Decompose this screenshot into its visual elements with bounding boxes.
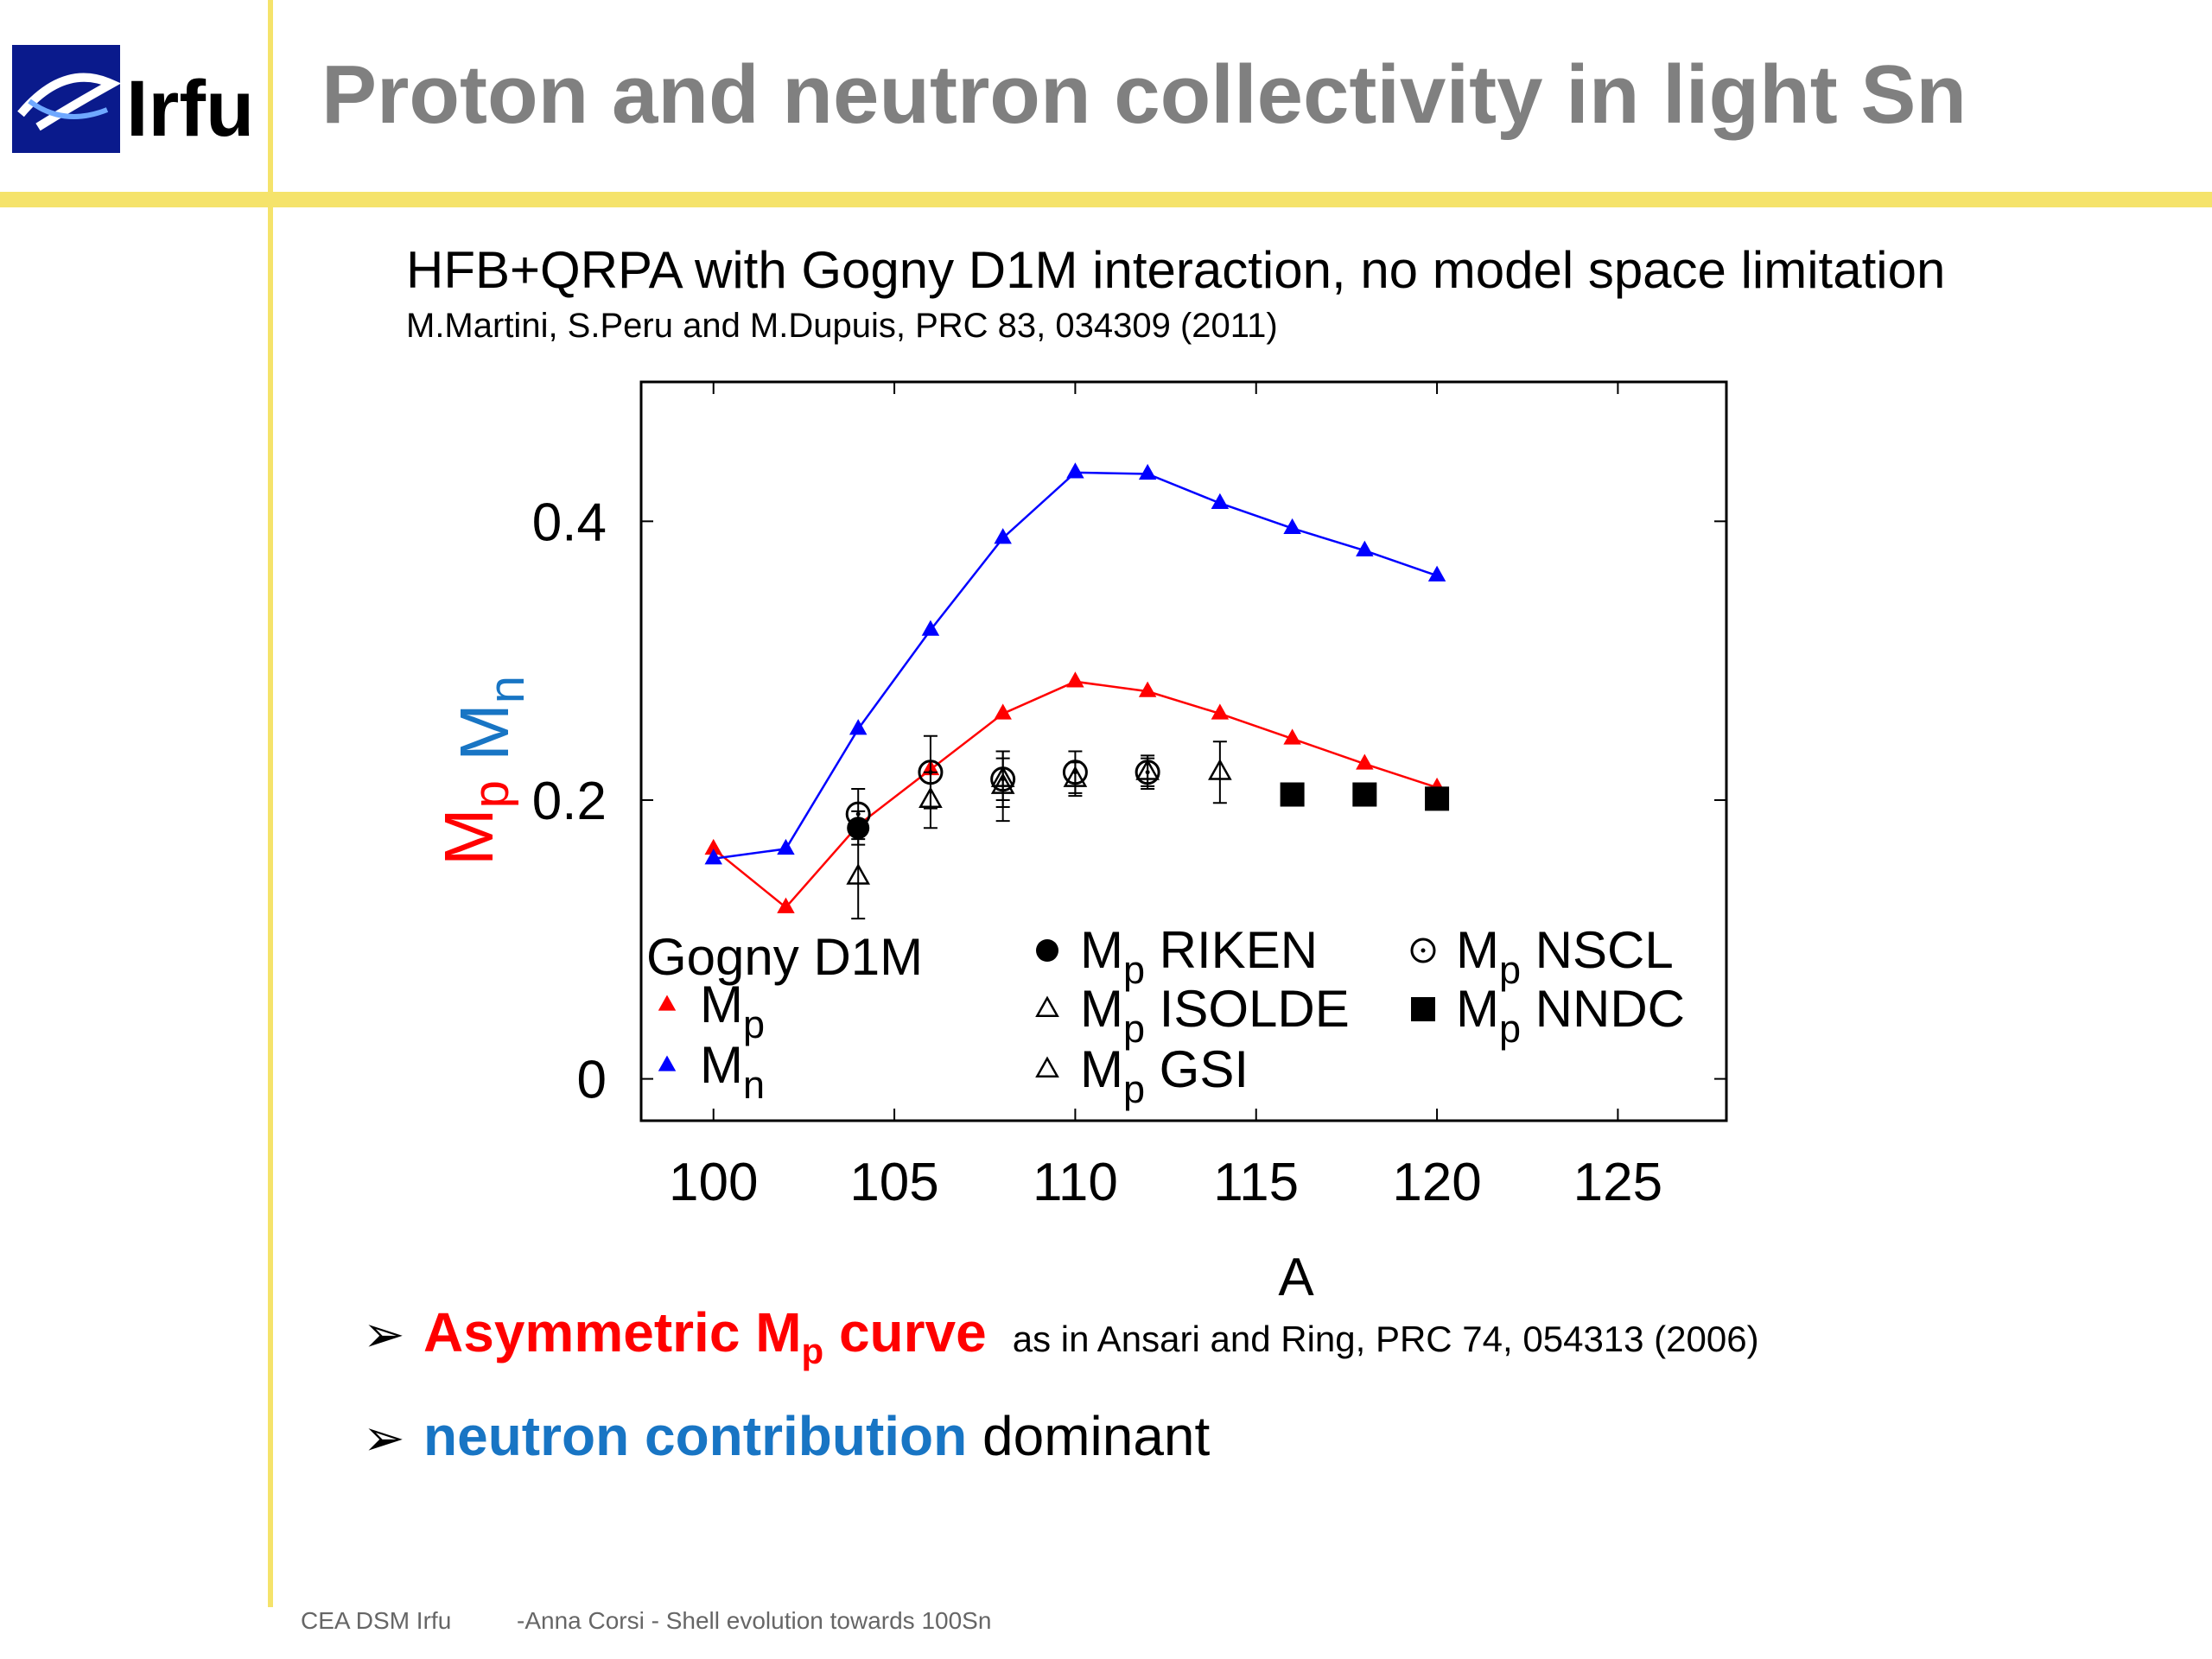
plot-frame <box>639 380 1728 1122</box>
y-tick-label: 0.2 <box>532 772 607 831</box>
collectivity-chart: 100 105 110 115 120 125 0 0.2 0.4 A Mp Mn Gogny D1M… <box>430 380 1728 1307</box>
bullet-red-text: Asymmetric Mp curve <box>423 1301 987 1371</box>
mn-point <box>921 620 940 636</box>
mp-nscl-point-dot <box>1001 777 1006 782</box>
legend-mp-riken-label: Mp RIKEN <box>1080 921 1318 992</box>
bullet-citation: as in Ansari and Ring, PRC 74, 054313 (2… <box>1012 1319 1759 1359</box>
reference-citation: M.Martini, S.Peru and M.Dupuis, PRC 83, … <box>406 307 1278 345</box>
legend-mp-riken-marker <box>1036 939 1058 962</box>
mp-nscl-point <box>845 801 871 827</box>
mn-point <box>1283 518 1301 535</box>
footer-author: -Anna Corsi - Shell evolution towards 10… <box>517 1607 992 1634</box>
mp-point <box>1066 671 1084 688</box>
bullet-arrow-icon: ➢ <box>363 1410 405 1466</box>
legend-mp-gsi-marker <box>1035 1056 1059 1078</box>
legend-mp-nndc-label: Mp NNDC <box>1456 980 1685 1051</box>
vertical-divider <box>268 0 273 1607</box>
mn-point <box>777 838 795 855</box>
mp-point <box>777 897 795 913</box>
subtitle: HFB+QRPA with Gogny D1M interaction, no … <box>406 241 1946 299</box>
legend-mp-isolde-label: Mp ISOLDE <box>1080 980 1350 1051</box>
mp-nndc-point <box>1280 782 1305 807</box>
mn-point <box>1066 462 1084 479</box>
legend-mp-isolde-marker <box>1035 995 1059 1018</box>
x-tick-label: 125 <box>1573 1153 1662 1212</box>
x-tick-label: 105 <box>849 1153 938 1212</box>
mp-nscl-point <box>990 766 1016 792</box>
mp-point <box>1138 681 1157 697</box>
mp-point <box>1211 703 1230 720</box>
legend-mp-nscl-marker <box>1410 938 1436 963</box>
legend-mn-label: Mn <box>700 1036 765 1107</box>
mp-point <box>1356 753 1374 770</box>
bullet-neutron: ➢ neutron contribution dominant <box>363 1404 1210 1468</box>
bullet-asymmetric: ➢ Asymmetric Mp curve as in Ansari and Rin… <box>363 1300 1759 1372</box>
slide-title: Proton and neutron collectivity in light… <box>321 48 1967 141</box>
legend-mp-label: Mp <box>700 976 765 1046</box>
mn-point <box>1138 463 1157 480</box>
y-tick-label: 0 <box>577 1051 607 1110</box>
x-tick-label: 110 <box>1033 1153 1118 1212</box>
mp-nscl-point <box>1062 760 1088 785</box>
legend-title: Gogny D1M <box>646 928 923 986</box>
footer-org: CEA DSM Irfu <box>301 1607 452 1634</box>
irfu-logo: Irfu <box>12 45 250 153</box>
legend-mp-marker <box>658 995 677 1011</box>
mp-nscl-point-dot <box>855 811 861 817</box>
x-tick-label: 115 <box>1213 1153 1299 1212</box>
legend-mp-nscl-marker-dot <box>1421 948 1426 953</box>
mp-nscl-point-dot <box>1145 770 1150 775</box>
mn-point <box>849 719 868 735</box>
legend-mp-gsi-label: Mp GSI <box>1080 1040 1249 1111</box>
bullet-blue-text: neutron contribution <box>423 1405 968 1467</box>
y-axis-label: Mp Mn <box>430 676 535 866</box>
mp-nndc-point <box>1352 782 1377 807</box>
mn-line <box>713 471 1438 860</box>
mp-point <box>1283 728 1301 745</box>
x-tick-label: 120 <box>1392 1153 1481 1212</box>
x-tick-label: 100 <box>669 1153 758 1212</box>
mp-nscl-point <box>1135 760 1160 785</box>
mp-point <box>994 703 1012 720</box>
legend-mn-marker <box>658 1055 677 1071</box>
mn-point <box>1356 540 1374 556</box>
legend-mp-nscl-label: Mp NSCL <box>1456 921 1674 992</box>
mn-point <box>994 528 1012 544</box>
logo-text: Irfu <box>126 65 250 153</box>
bullet-plain-text: dominant <box>967 1405 1211 1467</box>
bullet-arrow-icon: ➢ <box>363 1306 405 1363</box>
legend-mp-nndc-marker <box>1411 997 1435 1021</box>
mp-nscl-point-dot <box>1072 770 1077 775</box>
mp-isolde-point <box>846 863 871 885</box>
mn-point <box>1211 493 1230 509</box>
horizontal-divider <box>0 192 2212 207</box>
y-tick-label: 0.4 <box>532 493 607 552</box>
mp-nscl-point <box>918 760 944 785</box>
mp-nndc-point <box>1425 786 1450 811</box>
mn-point <box>1427 565 1446 582</box>
mn-point <box>704 849 722 865</box>
mp-nscl-point-dot <box>928 770 933 775</box>
x-axis-label: A <box>1278 1248 1314 1307</box>
mp-gsi-point <box>1208 759 1232 780</box>
